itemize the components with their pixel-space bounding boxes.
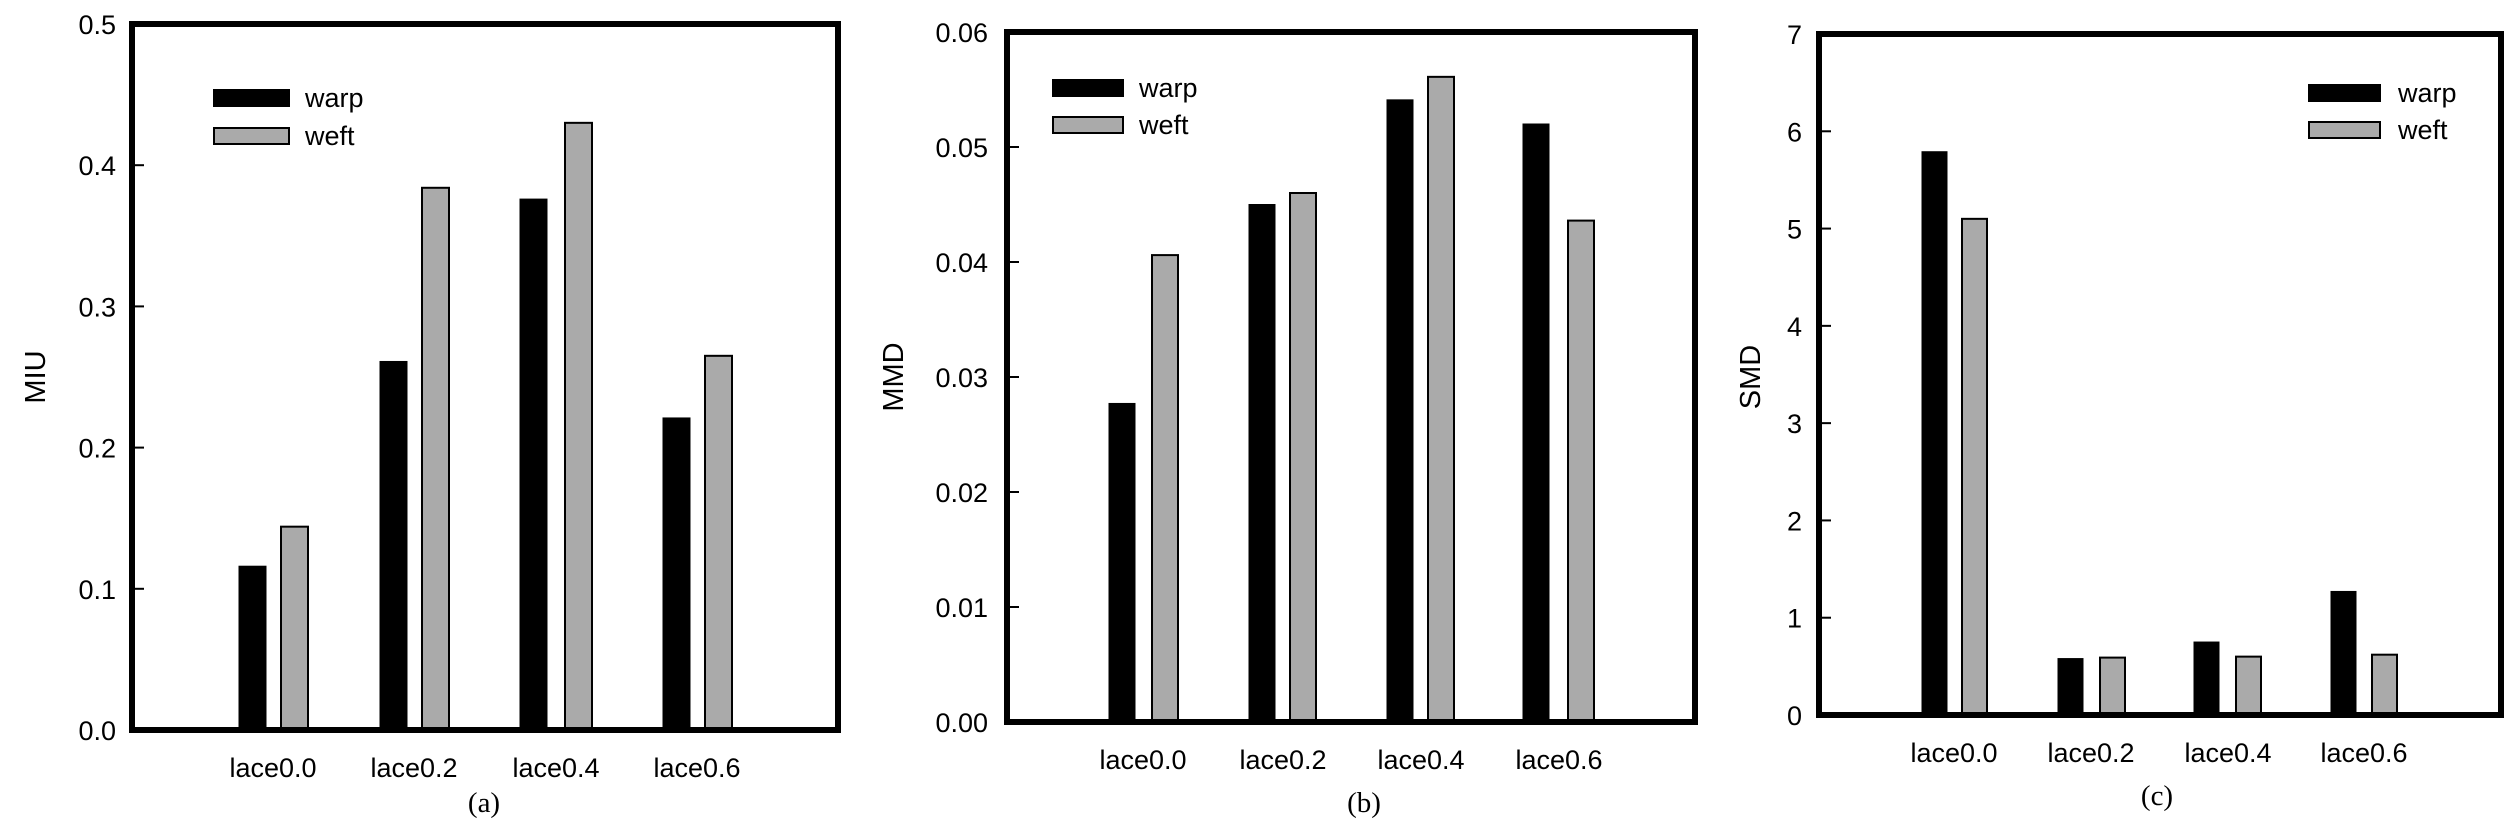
legend-label-weft: weft xyxy=(1138,110,1189,140)
x-category-label: lace0.0 xyxy=(229,753,316,783)
y-tick-label: 0.01 xyxy=(935,593,988,623)
y-tick-label: 1 xyxy=(1787,604,1802,634)
chart-panel-c: 0 1 2 3 4 5 6 7 lace0.0 lace0.2 lace0.4 lace0.6 SMD w… xyxy=(1735,20,2504,812)
bar-warp-lace0.6 xyxy=(662,417,691,731)
legend-swatch-warp xyxy=(2308,84,2381,102)
x-category-label: lace0.0 xyxy=(1910,738,1997,768)
bar-weft-lace0.6 xyxy=(2371,653,2398,717)
bar-weft-lace0.4 xyxy=(564,121,593,731)
x-category-label: lace0.0 xyxy=(1099,745,1186,775)
legend-label-warp: warp xyxy=(304,83,364,113)
y-tick-label: 5 xyxy=(1787,215,1802,245)
y-tick-label: 6 xyxy=(1787,117,1802,147)
panel-caption: (a) xyxy=(468,787,500,819)
y-axis-title: MMD xyxy=(878,342,910,411)
legend-label-warp: warp xyxy=(2397,78,2457,108)
x-category-label: lace0.6 xyxy=(653,753,740,783)
y-tick-label: 4 xyxy=(1787,312,1802,342)
bar-weft-lace0.0 xyxy=(280,525,309,731)
y-tick-label: 0 xyxy=(1787,701,1802,731)
legend-label-warp: warp xyxy=(1138,73,1198,103)
bar-weft-lace0.2 xyxy=(1289,192,1317,723)
y-tick-label: 0.05 xyxy=(935,133,988,163)
legend-label-weft: weft xyxy=(2397,115,2448,145)
y-tick-label: 0.3 xyxy=(78,292,116,322)
chart-panel-b: 0.00 0.01 0.02 0.03 0.04 0.05 0.06 lace0.0 lace0… xyxy=(878,18,1698,819)
legend-swatch-weft xyxy=(213,127,290,145)
chart-panel-a: 0.0 0.1 0.2 0.3 0.4 0.5 lace0.0 lace0.2 lace0.4 l… xyxy=(20,10,841,819)
bar-weft-lace0.0 xyxy=(1151,254,1179,723)
y-tick-label: 2 xyxy=(1787,506,1802,536)
y-tick-label: 0.06 xyxy=(935,18,988,48)
y-tick-label: 0.5 xyxy=(78,10,116,40)
legend: warp weft xyxy=(213,83,364,151)
bar-weft-lace0.0 xyxy=(1961,217,1988,716)
x-category-label: lace0.2 xyxy=(370,753,457,783)
bar-weft-lace0.4 xyxy=(2235,655,2262,717)
x-category-label: lace0.4 xyxy=(2184,738,2271,768)
y-tick-label: 0.1 xyxy=(78,575,116,605)
y-tick-label: 0.4 xyxy=(78,151,116,181)
legend-swatch-warp xyxy=(1052,79,1124,97)
x-category-label: lace0.2 xyxy=(1239,745,1326,775)
y-tick-label: 0.0 xyxy=(78,716,116,746)
bar-warp-lace0.6 xyxy=(1522,123,1550,723)
y-axis-title: MIU xyxy=(20,350,52,403)
y-tick-label: 0.2 xyxy=(78,434,116,464)
y-tick-label: 7 xyxy=(1787,20,1802,50)
y-tick-label: 0.03 xyxy=(935,363,988,393)
bar-weft-lace0.2 xyxy=(421,186,450,732)
bar-warp-lace0.4 xyxy=(2193,641,2220,716)
y-tick-label: 0.04 xyxy=(935,248,988,278)
legend-swatch-warp xyxy=(213,89,290,107)
legend-swatch-weft xyxy=(1052,116,1124,134)
legend-swatch-weft xyxy=(2308,121,2381,139)
y-tick-label: 0.02 xyxy=(935,478,988,508)
plot-frame xyxy=(1004,29,1698,725)
panel-caption: (c) xyxy=(2141,780,2173,812)
panel-caption: (b) xyxy=(1347,787,1381,819)
x-category-label: lace0.6 xyxy=(1515,745,1602,775)
bar-warp-lace0.0 xyxy=(238,565,267,731)
legend: warp weft xyxy=(1052,73,1198,140)
legend-label-weft: weft xyxy=(304,121,355,151)
bar-warp-lace0.4 xyxy=(1386,99,1414,723)
bar-warp-lace0.2 xyxy=(379,360,408,731)
y-tick-label: 3 xyxy=(1787,409,1802,439)
y-axis-title: SMD xyxy=(1735,345,1767,409)
x-category-label: lace0.4 xyxy=(1377,745,1464,775)
bar-warp-lace0.0 xyxy=(1108,402,1136,723)
legend: warp weft xyxy=(2308,78,2457,145)
x-category-label: lace0.6 xyxy=(2320,738,2407,768)
x-category-label: lace0.4 xyxy=(512,753,599,783)
bar-warp-lace0.2 xyxy=(2057,658,2084,716)
plot-frame xyxy=(1816,31,2504,718)
bar-warp-lace0.2 xyxy=(1248,204,1276,723)
y-tick-label: 0.00 xyxy=(935,708,988,738)
bar-weft-lace0.2 xyxy=(2099,656,2126,717)
bar-weft-lace0.6 xyxy=(1567,219,1595,723)
bar-weft-lace0.6 xyxy=(704,354,733,731)
bar-warp-lace0.4 xyxy=(519,198,548,731)
bar-weft-lace0.4 xyxy=(1427,75,1455,724)
x-category-label: lace0.2 xyxy=(2047,738,2134,768)
bar-warp-lace0.6 xyxy=(2330,590,2357,716)
plot-frame xyxy=(129,21,841,733)
bar-warp-lace0.0 xyxy=(1921,151,1948,716)
